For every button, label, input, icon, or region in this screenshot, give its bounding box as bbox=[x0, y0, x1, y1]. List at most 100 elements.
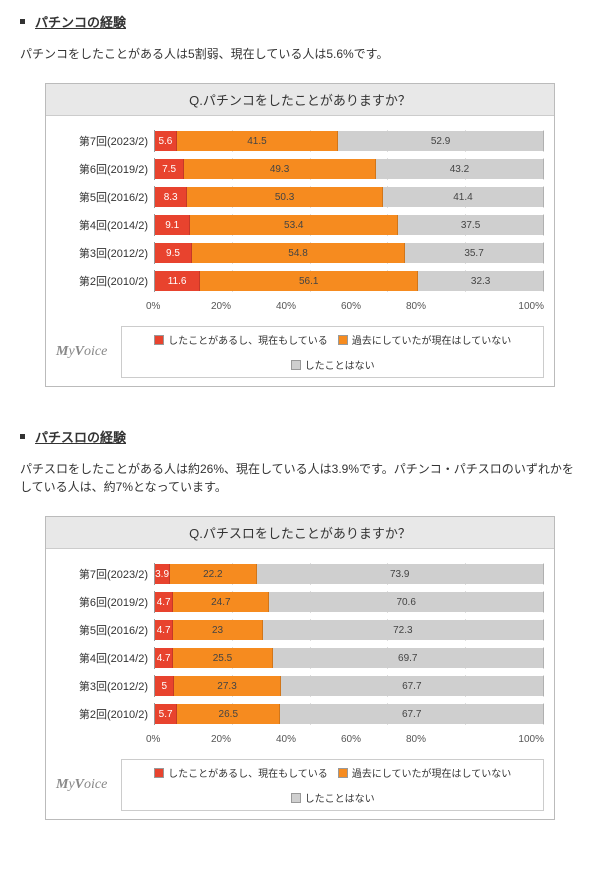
chart-row: 第2回(2010/2)11.656.132.3 bbox=[56, 270, 544, 292]
bar-segment: 56.1 bbox=[200, 271, 418, 291]
axis-tick: 0% bbox=[146, 734, 211, 745]
chart-body: 第7回(2023/2)3.922.273.9第6回(2019/2)4.724.7… bbox=[46, 549, 554, 753]
bar-segment: 41.5 bbox=[177, 131, 338, 151]
bar-segment: 22.2 bbox=[170, 564, 256, 584]
legend-item: したことはない bbox=[291, 357, 375, 372]
row-label: 第2回(2010/2) bbox=[56, 706, 154, 722]
bar-segment: 9.1 bbox=[155, 215, 190, 235]
legend-swatch-icon bbox=[154, 768, 164, 778]
bar-area: 5.641.552.9 bbox=[154, 130, 544, 152]
row-label: 第7回(2023/2) bbox=[56, 566, 154, 582]
bar-segment: 5 bbox=[155, 676, 174, 696]
bar-area: 4.724.770.6 bbox=[154, 591, 544, 613]
bar-segment: 4.7 bbox=[155, 592, 173, 612]
legend-swatch-icon bbox=[291, 360, 301, 370]
chart-row: 第7回(2023/2)3.922.273.9 bbox=[56, 563, 544, 585]
bar-segment: 24.7 bbox=[173, 592, 269, 612]
chart-footer: MyVoiceしたことがあるし、現在もしている過去にしていたが現在はしていないし… bbox=[46, 753, 554, 819]
bar-segment: 67.7 bbox=[281, 676, 544, 696]
axis-tick: 100% bbox=[479, 734, 544, 745]
chart-footer: MyVoiceしたことがあるし、現在もしている過去にしていたが現在はしていないし… bbox=[46, 320, 554, 386]
legend-swatch-icon bbox=[338, 768, 348, 778]
bar-segment: 69.7 bbox=[273, 648, 544, 668]
bar-segment: 73.9 bbox=[257, 564, 544, 584]
chart-title: Q.パチスロをしたことがありますか？ bbox=[46, 517, 554, 549]
bar-area: 4.725.569.7 bbox=[154, 647, 544, 669]
chart-row: 第5回(2016/2)8.350.341.4 bbox=[56, 186, 544, 208]
row-label: 第4回(2014/2) bbox=[56, 650, 154, 666]
chart-row: 第3回(2012/2)527.367.7 bbox=[56, 675, 544, 697]
bar-segment: 25.5 bbox=[173, 648, 272, 668]
row-label: 第3回(2012/2) bbox=[56, 678, 154, 694]
legend-item: したことがあるし、現在もしている bbox=[154, 765, 328, 780]
legend-item: 過去にしていたが現在はしていない bbox=[338, 332, 511, 347]
bar-segment: 9.5 bbox=[155, 243, 192, 263]
row-label: 第7回(2023/2) bbox=[56, 133, 154, 149]
bar-segment: 4.7 bbox=[155, 620, 173, 640]
chart-row: 第6回(2019/2)7.549.343.2 bbox=[56, 158, 544, 180]
axis-tick: 0% bbox=[146, 301, 211, 312]
section-1: パチスロの経験パチスロをしたことがある人は約26%、現在している人は3.9%です… bbox=[20, 427, 580, 820]
axis-tick: 60% bbox=[341, 734, 406, 745]
bar-area: 11.656.132.3 bbox=[154, 270, 544, 292]
legend: したことがあるし、現在もしている過去にしていたが現在はしていないしたことはない bbox=[121, 759, 544, 811]
chart: Q.パチンコをしたことがありますか？第7回(2023/2)5.641.552.9… bbox=[45, 83, 555, 387]
chart-row: 第3回(2012/2)9.554.835.7 bbox=[56, 242, 544, 264]
bar-segment: 23 bbox=[173, 620, 262, 640]
legend-label: 過去にしていたが現在はしていない bbox=[352, 332, 511, 347]
bar-segment: 32.3 bbox=[418, 271, 544, 291]
bar-segment: 27.3 bbox=[174, 676, 280, 696]
chart-row: 第7回(2023/2)5.641.552.9 bbox=[56, 130, 544, 152]
bar-segment: 53.4 bbox=[190, 215, 398, 235]
x-axis: 0%20%40%60%80%100% bbox=[154, 731, 544, 745]
row-label: 第2回(2010/2) bbox=[56, 273, 154, 289]
legend-label: したことがあるし、現在もしている bbox=[168, 765, 328, 780]
chart: Q.パチスロをしたことがありますか？ 第7回(2023/2)3.922.273.9… bbox=[45, 516, 555, 820]
legend: したことがあるし、現在もしている 過去にしていたが現在はしていないしたことはない bbox=[121, 326, 544, 378]
bar-area: 4.72372.3 bbox=[154, 619, 544, 641]
section-title: パチンコの経験 bbox=[35, 12, 126, 31]
bar-segment: 52.9 bbox=[338, 131, 544, 151]
row-label: 第4回(2014/2) bbox=[56, 217, 154, 233]
section-0: パチンコの経験パチンコをしたことがある人は5割弱、現在している人は5.6%です。… bbox=[20, 12, 580, 387]
bar-area: 9.153.437.5 bbox=[154, 214, 544, 236]
bar-area: 527.367.7 bbox=[154, 675, 544, 697]
bar-segment: 4.7 bbox=[155, 648, 173, 668]
bar-segment: 41.4 bbox=[383, 187, 544, 207]
bar-segment: 7.5 bbox=[155, 159, 184, 179]
row-label: 第6回(2019/2) bbox=[56, 594, 154, 610]
bar-segment: 37.5 bbox=[398, 215, 544, 235]
legend-swatch-icon bbox=[291, 793, 301, 803]
row-label: 第5回(2016/2) bbox=[56, 189, 154, 205]
x-axis: 0%20%40%60%80%100% bbox=[154, 298, 544, 312]
chart-title: Q.パチンコをしたことがありますか？ bbox=[46, 84, 554, 116]
axis-tick: 40% bbox=[276, 301, 341, 312]
row-label: 第5回(2016/2) bbox=[56, 622, 154, 638]
bar-segment: 26.5 bbox=[177, 704, 280, 724]
bullet-icon bbox=[20, 434, 25, 439]
bar-segment: 43.2 bbox=[376, 159, 544, 179]
bar-area: 7.549.343.2 bbox=[154, 158, 544, 180]
bullet-icon bbox=[20, 19, 25, 24]
axis-tick: 20% bbox=[211, 734, 276, 745]
chart-row: 第4回(2014/2)9.153.437.5 bbox=[56, 214, 544, 236]
legend-label: したことはない bbox=[305, 790, 375, 805]
chart-row: 第6回(2019/2)4.724.770.6 bbox=[56, 591, 544, 613]
bar-segment: 49.3 bbox=[184, 159, 376, 179]
bar-segment: 70.6 bbox=[269, 592, 544, 612]
bar-segment: 50.3 bbox=[187, 187, 383, 207]
bar-area: 3.922.273.9 bbox=[154, 563, 544, 585]
bar-segment: 8.3 bbox=[155, 187, 187, 207]
section-header: パチンコの経験 bbox=[20, 12, 580, 31]
bar-area: 5.726.567.7 bbox=[154, 703, 544, 725]
legend-swatch-icon bbox=[154, 335, 164, 345]
bar-segment: 72.3 bbox=[263, 620, 544, 640]
axis-tick: 60% bbox=[341, 301, 406, 312]
legend-label: したことがあるし、現在もしている bbox=[168, 332, 328, 347]
bar-segment: 5.7 bbox=[155, 704, 177, 724]
bar-segment: 54.8 bbox=[192, 243, 405, 263]
bar-segment: 5.6 bbox=[155, 131, 177, 151]
chart-body: 第7回(2023/2)5.641.552.9 第6回(2019/2)7.549.3… bbox=[46, 116, 554, 320]
row-label: 第3回(2012/2) bbox=[56, 245, 154, 261]
axis-tick: 20% bbox=[211, 301, 276, 312]
